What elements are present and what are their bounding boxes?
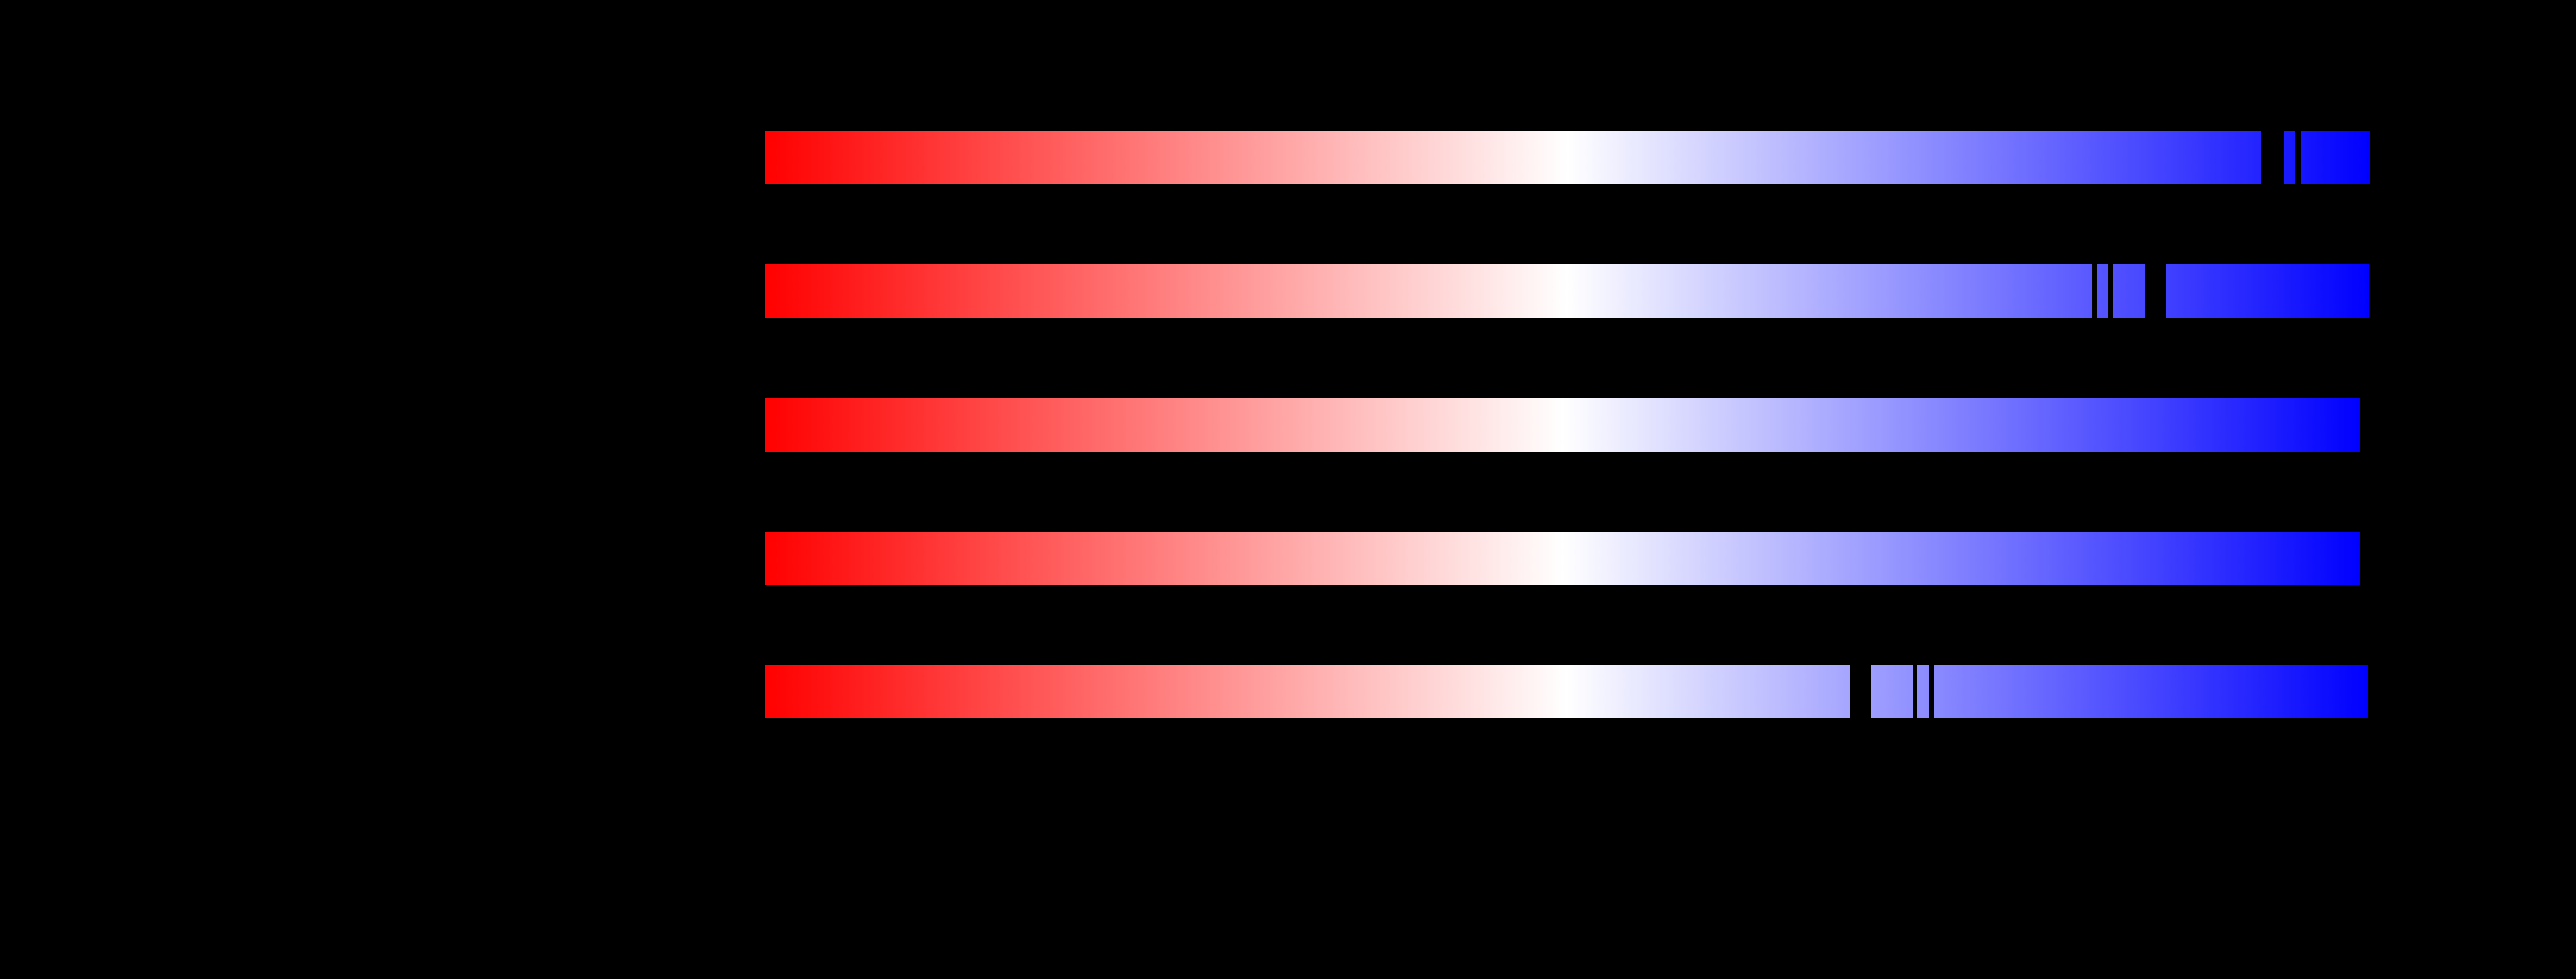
gap-mark [2295, 131, 2301, 184]
gap-mark [2261, 131, 2284, 184]
gradient-band-row-2 [765, 264, 2369, 318]
gradient-band-row-5 [765, 665, 2368, 718]
gap-mark [2092, 264, 2097, 318]
gap-mark [2108, 264, 2113, 318]
gradient-band-row-1 [765, 131, 2370, 184]
gap-mark [2145, 264, 2166, 318]
gap-mark [1850, 665, 1871, 718]
gap-mark [1929, 665, 1934, 718]
gap-mark [1913, 665, 1917, 718]
gradient-band-row-3 [765, 398, 2360, 452]
gradient-band-row-4 [765, 532, 2360, 585]
